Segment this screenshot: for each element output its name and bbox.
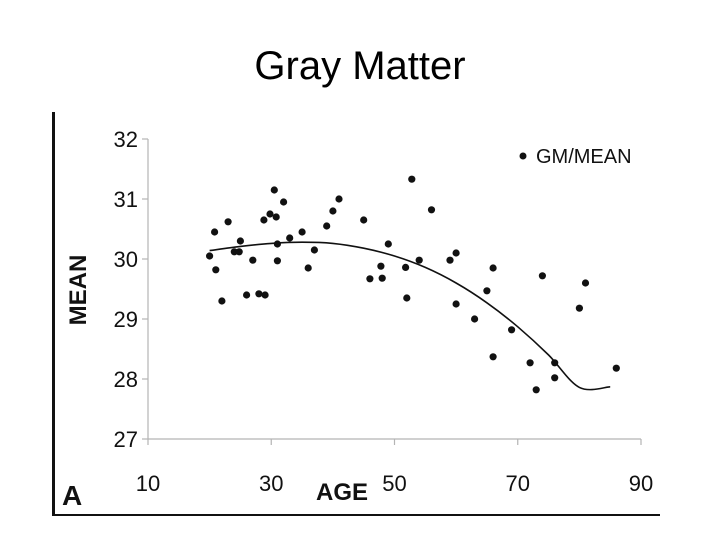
data-point xyxy=(378,274,386,282)
data-point xyxy=(335,195,343,203)
y-tick-label: 29 xyxy=(114,307,138,332)
data-point xyxy=(402,263,410,271)
data-point xyxy=(446,256,454,264)
y-axis-label: MEAN xyxy=(65,255,92,326)
legend-marker xyxy=(519,152,527,160)
data-point xyxy=(551,374,559,382)
data-point xyxy=(329,207,337,215)
data-point xyxy=(206,252,214,260)
frame-border-left xyxy=(52,112,55,516)
data-point xyxy=(538,272,547,280)
data-point xyxy=(323,222,331,230)
data-point xyxy=(211,228,219,236)
data-point xyxy=(255,290,263,298)
data-point xyxy=(261,291,269,299)
data-point xyxy=(286,234,294,242)
data-point xyxy=(310,246,318,254)
data-point xyxy=(508,326,516,334)
data-point xyxy=(427,206,436,214)
y-tick-label: 27 xyxy=(114,427,138,452)
x-tick-label: 70 xyxy=(506,471,530,496)
data-point xyxy=(298,228,306,236)
data-point xyxy=(489,264,497,272)
data-point xyxy=(415,256,423,264)
data-point xyxy=(575,304,584,312)
data-point xyxy=(243,291,251,299)
data-point xyxy=(551,359,559,367)
x-tick-label: 90 xyxy=(629,471,653,496)
data-point xyxy=(280,198,288,206)
data-point xyxy=(612,364,620,372)
data-points xyxy=(206,175,620,394)
data-point xyxy=(452,300,460,308)
data-point xyxy=(273,240,281,248)
data-point xyxy=(212,266,220,274)
page-title: Gray Matter xyxy=(254,44,466,88)
data-point xyxy=(270,186,278,194)
data-point xyxy=(360,216,368,224)
legend-label: GM/MEAN xyxy=(536,146,632,168)
data-point xyxy=(403,294,411,302)
y-tick-label: 32 xyxy=(114,127,138,152)
data-point xyxy=(236,237,244,245)
x-axis-label: AGE xyxy=(316,479,368,506)
data-point xyxy=(224,218,232,226)
data-point xyxy=(483,287,491,295)
tick-labels: 27 28 29 30 31 32 10 30 50 70 90 xyxy=(114,127,654,496)
fit-curve xyxy=(209,241,611,391)
data-point xyxy=(273,257,281,265)
data-point xyxy=(235,248,243,256)
y-tick-label: 30 xyxy=(114,247,138,272)
y-tick-label: 28 xyxy=(114,367,138,392)
data-point xyxy=(532,386,540,394)
data-point xyxy=(218,297,226,305)
data-point xyxy=(249,256,257,264)
data-point xyxy=(471,315,479,323)
figure-frame xyxy=(52,112,660,516)
data-point xyxy=(581,279,590,287)
x-tick-label: 30 xyxy=(259,471,283,496)
data-point xyxy=(266,210,274,218)
data-point xyxy=(304,264,312,272)
data-point xyxy=(408,175,416,183)
data-point xyxy=(272,213,280,221)
data-point xyxy=(366,275,374,283)
panel-letter: A xyxy=(62,480,82,511)
x-tick-label: 10 xyxy=(136,471,160,496)
data-point xyxy=(452,249,460,257)
axes xyxy=(142,138,642,445)
data-point xyxy=(489,353,497,361)
data-point xyxy=(260,216,268,224)
data-point xyxy=(526,359,534,367)
frame-border-bottom xyxy=(52,514,660,516)
data-point xyxy=(384,240,392,248)
y-tick-label: 31 xyxy=(114,187,138,212)
x-tick-label: 50 xyxy=(382,471,406,496)
data-point xyxy=(377,262,385,270)
